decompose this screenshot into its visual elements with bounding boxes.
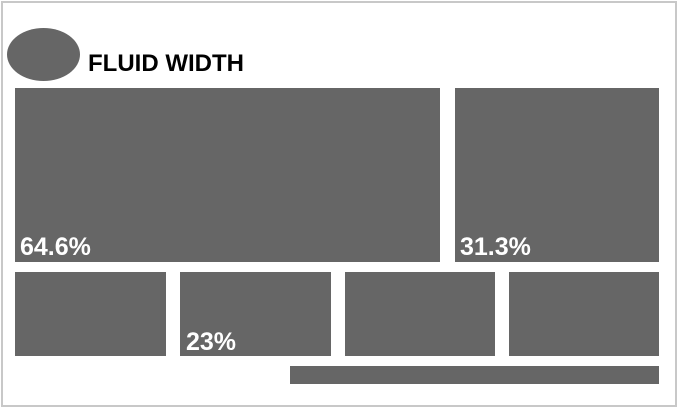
column-block-1 bbox=[15, 272, 166, 356]
logo-placeholder bbox=[7, 28, 80, 81]
column-block-2: 23% bbox=[180, 272, 331, 356]
page-title: FLUID WIDTH bbox=[88, 50, 244, 77]
main-content-block: 64.6% bbox=[15, 88, 440, 262]
main-content-width-label: 64.6% bbox=[20, 233, 91, 261]
column-width-label: 23% bbox=[186, 328, 237, 356]
footer-bar bbox=[290, 366, 659, 384]
sidebar-width-label: 31.3% bbox=[460, 233, 531, 261]
sidebar-block: 31.3% bbox=[455, 88, 659, 262]
column-block-4 bbox=[509, 272, 659, 356]
column-block-3 bbox=[345, 272, 495, 356]
